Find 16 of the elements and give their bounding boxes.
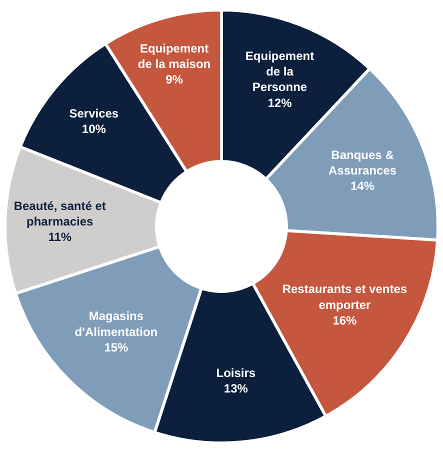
slice-label: Equipement de la Personne [245, 48, 314, 94]
data-label: 13% [224, 382, 248, 396]
slice-label: Restaurants et ventes emporter [282, 282, 408, 312]
data-label: 14% [350, 179, 375, 194]
data-label: 16% [332, 313, 358, 328]
slice-label: Beauté, santé et pharmacies [14, 198, 106, 228]
slice-label: Services [69, 106, 119, 120]
data-label: 11% [48, 230, 72, 244]
slice-label: Equipement de la maison [138, 41, 211, 71]
slice-label: Banques & Assurances [328, 148, 397, 178]
data-label: 9% [166, 72, 184, 87]
data-label: 12% [268, 96, 292, 110]
slice-label: Magasins d'Alimentation [74, 309, 158, 339]
data-label: 15% [104, 340, 129, 354]
data-label: 10% [82, 122, 106, 136]
slice-label: Loisirs [216, 366, 256, 380]
